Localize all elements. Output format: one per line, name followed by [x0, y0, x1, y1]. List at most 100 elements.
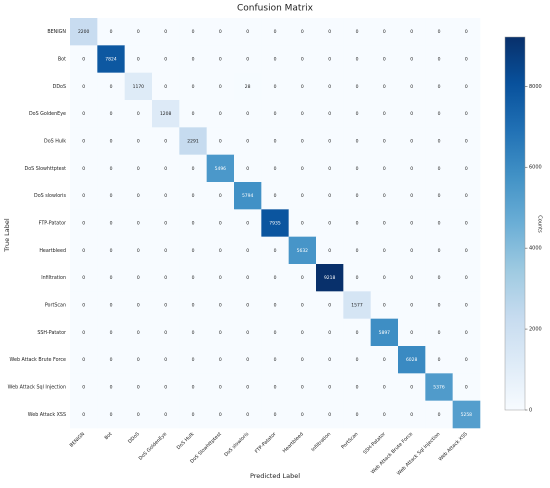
heatmap-cell: [398, 264, 426, 292]
heatmap-cell: [70, 346, 98, 374]
heatmap-cell: [370, 127, 399, 155]
cell-label: 0: [137, 357, 140, 363]
y-tick-label: Web Attack Sql Injection: [8, 385, 66, 391]
heatmap-cell: [152, 100, 180, 128]
y-tick-label: DoS slowloris: [34, 193, 66, 199]
cell-label: 0: [164, 303, 167, 309]
heatmap-cell: [206, 72, 235, 101]
heatmap-cell: [261, 18, 289, 46]
heatmap-cell: [343, 18, 371, 46]
cell-label: 5258: [461, 412, 473, 418]
x-tick-label: Infiltration: [310, 431, 332, 453]
heatmap-cell: [398, 318, 426, 347]
cell-label: 0: [301, 412, 304, 418]
cell-label: 0: [82, 57, 85, 63]
heatmap-cell: [261, 182, 289, 210]
heatmap-cell: [124, 182, 153, 210]
cell-label: 0: [110, 29, 113, 35]
heatmap-cell: [124, 18, 153, 46]
cell-label: 0: [410, 84, 413, 90]
cell-label: 0: [219, 221, 222, 227]
cell-label: 0: [82, 111, 85, 117]
heatmap-cell: [261, 346, 289, 374]
cell-label: 0: [410, 57, 413, 63]
cell-label: 0: [328, 166, 331, 172]
cell-label: 0: [192, 412, 195, 418]
heatmap-cell: [152, 18, 180, 46]
cell-label: 0: [110, 84, 113, 90]
cell-label: 0: [164, 357, 167, 363]
cell-label: 0: [164, 275, 167, 281]
heatmap-cell: [316, 373, 344, 401]
cell-label: 0: [328, 29, 331, 35]
cell-label: 0: [192, 29, 195, 35]
cell-label: 0: [164, 330, 167, 336]
cell-label: 5496: [215, 166, 227, 172]
cell-label: 0: [110, 303, 113, 309]
heatmap-cell: [398, 373, 426, 401]
cell-label: 0: [219, 275, 222, 281]
heatmap-cell: [261, 72, 289, 101]
cell-label: 0: [465, 330, 468, 336]
heatmap-cell: [425, 182, 453, 210]
heatmap-cell: [97, 127, 125, 155]
cell-label: 0: [82, 166, 85, 172]
heatmap-cell: [452, 209, 481, 237]
cell-label: 0: [438, 330, 441, 336]
cell-label: 0: [356, 385, 359, 391]
heatmap-cell: [343, 236, 371, 265]
cell-label: 0: [164, 139, 167, 145]
cell-label: 0: [82, 248, 85, 254]
heatmap-cell: [261, 318, 289, 347]
cell-label: 0: [465, 385, 468, 391]
y-tick-label: Bot: [58, 57, 66, 63]
cell-label: 0: [356, 111, 359, 117]
heatmap-cell: [370, 400, 399, 429]
heatmap-cell: [261, 45, 289, 73]
x-tick-label: DoS Hulk: [176, 431, 196, 451]
heatmap-cell: [152, 72, 180, 101]
cell-label: 0: [219, 193, 222, 199]
heatmap-cell: [152, 400, 180, 429]
heatmap-cell: [316, 209, 344, 237]
cell-label: 0: [82, 221, 85, 227]
cell-label: 0: [328, 357, 331, 363]
cell-label: 0: [301, 84, 304, 90]
cell-label: 28: [245, 84, 251, 90]
heatmap-cell: [425, 236, 453, 265]
cell-label: 0: [137, 111, 140, 117]
heatmap-cell: [343, 373, 371, 401]
heatmap-cell: [234, 209, 262, 237]
cell-label: 0: [301, 57, 304, 63]
cell-label: 0: [274, 412, 277, 418]
heatmap-cell: [398, 182, 426, 210]
cell-label: 0: [328, 84, 331, 90]
heatmap-cell: [425, 373, 453, 401]
cell-label: 0: [274, 385, 277, 391]
colorbar-tick-label: 6000: [529, 165, 542, 171]
heatmap-cell: [206, 182, 235, 210]
cell-label: 0: [246, 303, 249, 309]
colorbar-tick-label: 8000: [529, 84, 542, 90]
x-tick-label: PortScan: [340, 431, 359, 450]
cell-label: 0: [410, 385, 413, 391]
heatmap-cell: [398, 18, 426, 46]
cell-label: 0: [356, 248, 359, 254]
heatmap-cell: [179, 72, 207, 101]
cell-label: 0: [328, 385, 331, 391]
cell-label: 0: [301, 303, 304, 309]
cell-label: 0: [246, 57, 249, 63]
heatmap-cell: [70, 100, 98, 128]
heatmap-cell: [97, 72, 125, 101]
cell-label: 0: [383, 166, 386, 172]
heatmap-cell: [452, 18, 481, 46]
heatmap-cell: [152, 373, 180, 401]
heatmap-cell: [152, 236, 180, 265]
y-tick-label: DoS GoldenEye: [29, 111, 66, 117]
cell-label: 0: [164, 412, 167, 418]
heatmap-cell: [343, 291, 371, 319]
heatmap-cell: [452, 154, 481, 183]
cell-label: 0: [410, 29, 413, 35]
heatmap-cell: [425, 127, 453, 155]
heatmap-cell: [425, 209, 453, 237]
